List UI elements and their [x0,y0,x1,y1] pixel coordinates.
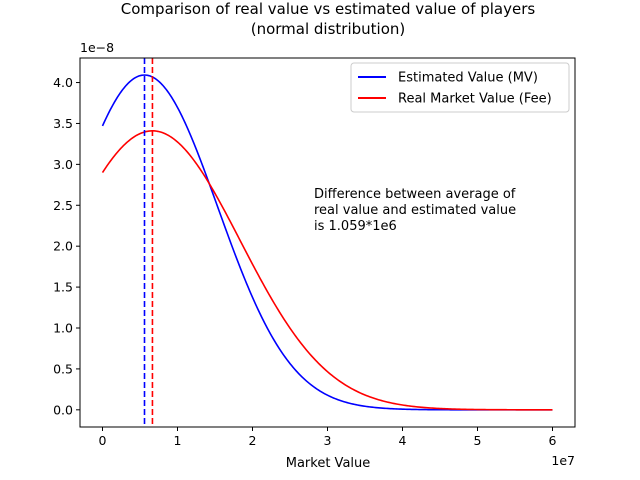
x-tick-label: 1 [174,433,182,448]
y-tick-label: 3.5 [53,116,73,131]
x-tick-label: 5 [474,433,482,448]
x-tick-label: 6 [549,433,557,448]
legend-label-estimated: Estimated Value (MV) [398,71,538,86]
annotation-line-3: is 1.059*1e6 [314,219,397,234]
series-line-1 [101,130,553,411]
y-tick-label: 2.0 [53,239,73,254]
y-tick-label: 3.0 [53,157,73,172]
x-offset-text: 1e7 [551,453,575,468]
x-tick-label: 3 [324,433,332,448]
y-tick-label: 4.0 [53,75,73,90]
y-tick-label: 1.5 [53,280,73,295]
x-axis-label: Market Value [286,456,371,471]
y-tick-label: 1.0 [53,321,73,336]
x-tick-label: 0 [99,433,107,448]
legend: Estimated Value (MV) Real Market Value (… [350,62,570,113]
annotation-line-2: real value and estimated value [314,203,516,218]
y-tick-label: 0.0 [53,402,73,417]
y-tick-label: 2.5 [53,198,73,213]
y-offset-text: 1e−8 [80,40,114,55]
y-tick-label: 0.5 [53,361,73,376]
series-line-0 [101,74,553,411]
chart-title-line1: Comparison of real value vs estimated va… [121,0,536,18]
annotation: Difference between average of real value… [314,187,516,234]
legend-box [350,62,570,113]
legend-label-real: Real Market Value (Fee) [398,92,552,107]
chart-title-line2: (normal distribution) [251,20,406,38]
plot-area: 0 1 2 3 4 5 6 0.0 0.5 1.0 1.5 2.0 2.5 3.0 3.5 4.0 [53,57,576,448]
annotation-line-1: Difference between average of [314,187,516,202]
x-tick-label: 4 [399,433,407,448]
x-tick-label: 2 [249,433,257,448]
